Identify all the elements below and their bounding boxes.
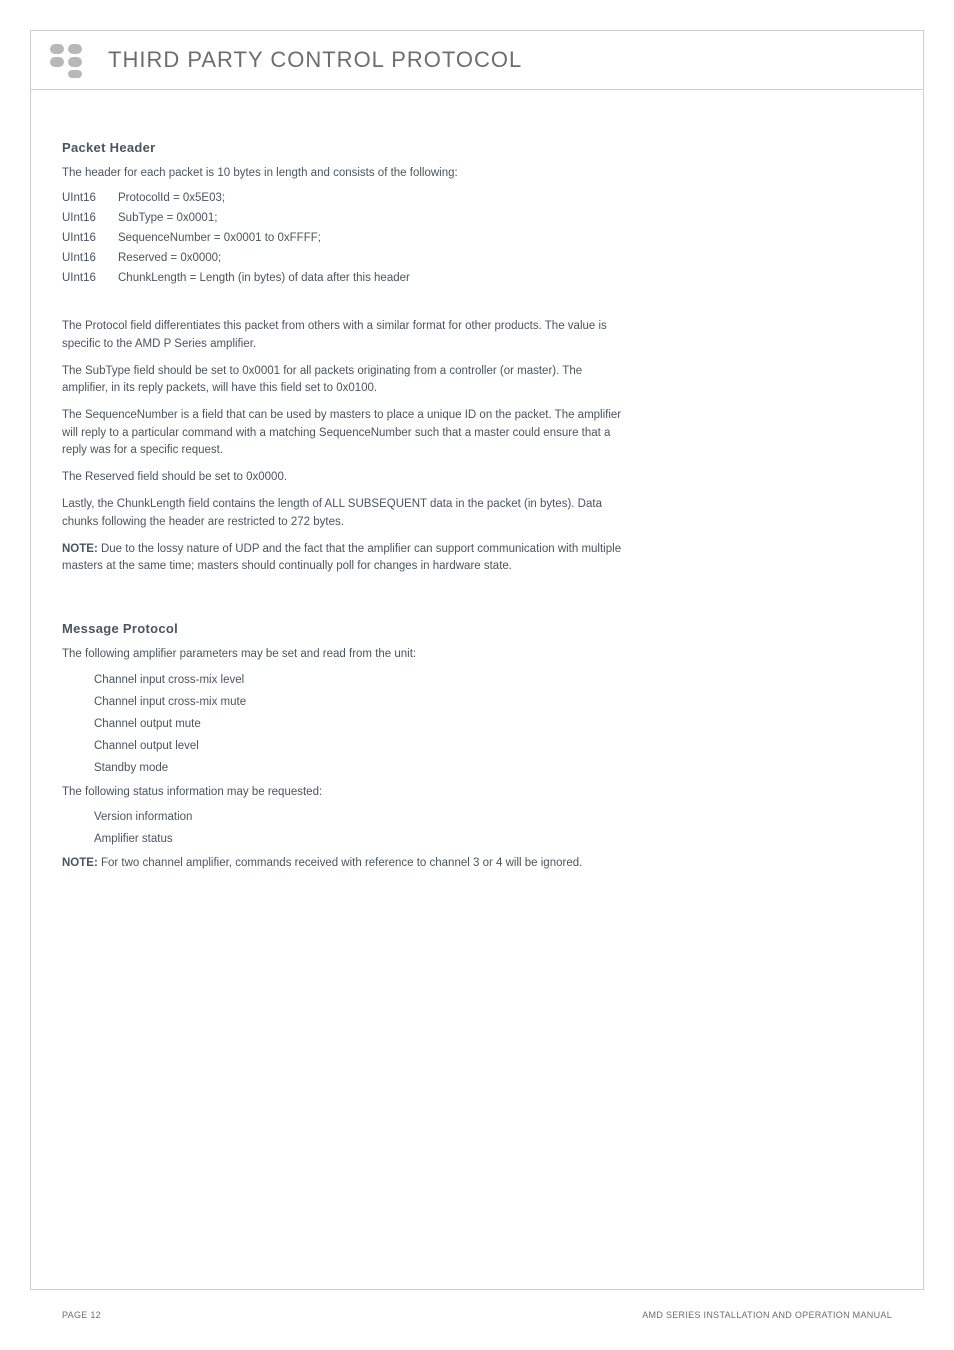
field-type: UInt16 xyxy=(62,252,118,264)
page-header: THIRD PARTY CONTROL PROTOCOL xyxy=(30,30,924,90)
packet-field-list: UInt16 ProtocolId = 0x5E03; UInt16 SubTy… xyxy=(62,192,892,284)
list-item: Channel output level xyxy=(62,740,892,752)
field-desc: ProtocolId = 0x5E03; xyxy=(118,192,225,204)
content-area: Packet Header The header for each packet… xyxy=(62,140,892,882)
packet-para-2: The SubType field should be set to 0x000… xyxy=(62,363,622,398)
field-desc: SubType = 0x0001; xyxy=(118,212,217,224)
page-title: THIRD PARTY CONTROL PROTOCOL xyxy=(108,47,522,73)
field-type: UInt16 xyxy=(62,232,118,244)
list-item: Channel input cross-mix level xyxy=(62,674,892,686)
packet-intro: The header for each packet is 10 bytes i… xyxy=(62,165,622,182)
field-desc: SequenceNumber = 0x0001 to 0xFFFF; xyxy=(118,232,321,244)
list-item: Version information xyxy=(62,811,892,823)
list-item: Channel input cross-mix mute xyxy=(62,696,892,708)
section-heading-packet: Packet Header xyxy=(62,140,892,155)
packet-para-3: The SequenceNumber is a field that can b… xyxy=(62,407,622,459)
list-item: Amplifier status xyxy=(62,833,892,845)
packet-field-row: UInt16 SubType = 0x0001; xyxy=(62,212,892,224)
logo-icon xyxy=(48,42,88,78)
packet-para-5: Lastly, the ChunkLength field contains t… xyxy=(62,496,622,531)
footer-page-number: PAGE 12 xyxy=(62,1310,101,1320)
packet-note: NOTE: Due to the lossy nature of UDP and… xyxy=(62,541,622,576)
param-list: Channel input cross-mix level Channel in… xyxy=(62,674,892,774)
footer-manual-title: AMD SERIES INSTALLATION AND OPERATION MA… xyxy=(642,1310,892,1320)
packet-field-row: UInt16 ChunkLength = Length (in bytes) o… xyxy=(62,272,892,284)
field-type: UInt16 xyxy=(62,192,118,204)
field-type: UInt16 xyxy=(62,272,118,284)
list-item: Channel output mute xyxy=(62,718,892,730)
note-label: NOTE: xyxy=(62,543,98,555)
packet-para-1: The Protocol field differentiates this p… xyxy=(62,318,622,353)
packet-field-row: UInt16 Reserved = 0x0000; xyxy=(62,252,892,264)
message-intro: The following amplifier parameters may b… xyxy=(62,646,622,663)
field-desc: Reserved = 0x0000; xyxy=(118,252,221,264)
field-type: UInt16 xyxy=(62,212,118,224)
section-heading-message: Message Protocol xyxy=(62,621,892,636)
list-item: Standby mode xyxy=(62,762,892,774)
packet-field-row: UInt16 SequenceNumber = 0x0001 to 0xFFFF… xyxy=(62,232,892,244)
note-label: NOTE: xyxy=(62,857,98,869)
field-desc: ChunkLength = Length (in bytes) of data … xyxy=(118,272,410,284)
status-list: Version information Amplifier status xyxy=(62,811,892,845)
status-intro: The following status information may be … xyxy=(62,784,622,801)
note-text: For two channel amplifier, commands rece… xyxy=(98,857,583,869)
page-footer: PAGE 12 AMD SERIES INSTALLATION AND OPER… xyxy=(62,1310,892,1320)
packet-para-4: The Reserved field should be set to 0x00… xyxy=(62,469,622,486)
message-note: NOTE: For two channel amplifier, command… xyxy=(62,855,622,872)
note-text: Due to the lossy nature of UDP and the f… xyxy=(62,543,621,572)
packet-field-row: UInt16 ProtocolId = 0x5E03; xyxy=(62,192,892,204)
